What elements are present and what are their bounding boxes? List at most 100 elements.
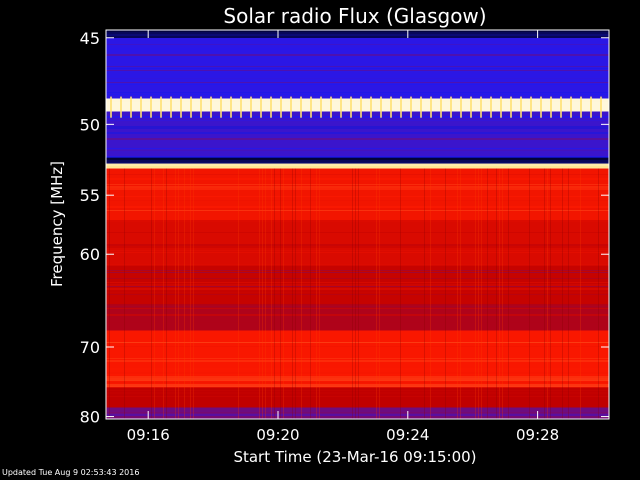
- spectrogram-striation: [478, 168, 479, 419]
- spectrogram-streak: [106, 250, 609, 251]
- spectrogram-striation: [508, 168, 509, 419]
- interference-tick: [600, 96, 602, 118]
- spectrogram-striation: [376, 168, 377, 419]
- interference-tick: [190, 96, 192, 118]
- spectrogram-streak: [106, 158, 609, 160]
- interference-tick: [560, 96, 562, 118]
- spectrogram-streak: [106, 138, 609, 140]
- y-tick-label: 45: [80, 29, 100, 48]
- interference-tick: [400, 96, 402, 118]
- interference-tick: [250, 96, 252, 118]
- interference-tick: [350, 96, 352, 118]
- spectrogram-streak: [106, 156, 609, 158]
- spectrogram-striation: [460, 168, 461, 419]
- spectrogram-streak: [106, 372, 609, 374]
- spectrogram-streak: [106, 200, 609, 201]
- spectrogram-streak: [106, 232, 609, 233]
- spectrogram-striation: [400, 168, 401, 419]
- spectrogram-streak: [106, 44, 609, 45]
- spectrogram-striation: [310, 168, 311, 419]
- y-axis: 45 50 55 60 70 80: [80, 29, 609, 427]
- spectrogram-striation: [529, 168, 530, 419]
- spectrogram-streak: [106, 288, 609, 290]
- spectrogram-striation: [154, 168, 155, 419]
- spectrogram-streak: [106, 252, 609, 253]
- spectrogram-striation: [424, 168, 425, 419]
- spectrogram-streak: [106, 174, 609, 175]
- spectrogram-streak: [106, 264, 609, 266]
- spectrogram-streak: [106, 360, 609, 362]
- spectrogram-streak: [106, 66, 609, 67]
- spectrogram-striation: [193, 168, 194, 419]
- x-tick-label: 09:16: [127, 426, 170, 444]
- spectrogram-streak: [106, 284, 609, 286]
- spectrogram-streak: [106, 100, 609, 102]
- interference-tick: [330, 96, 332, 118]
- spectrogram-streak: [106, 414, 609, 416]
- spectrogram-streaks: [106, 30, 609, 419]
- x-axis-label: Start Time (23-Mar-16 09:15:00): [233, 448, 476, 466]
- interference-tick: [130, 96, 132, 118]
- spectrogram-striation: [151, 168, 152, 419]
- spectrogram-striation: [358, 168, 359, 419]
- spectrogram-striation: [580, 168, 581, 419]
- spectrogram-streak: [106, 304, 609, 305]
- interference-tick: [360, 96, 362, 118]
- spectrogram-streak: [106, 286, 609, 287]
- spectrogram-streak: [106, 378, 609, 380]
- spectrogram-striation: [283, 168, 284, 419]
- interference-tick: [320, 96, 322, 118]
- spectrogram-striation: [109, 168, 110, 419]
- spectrogram-streak: [106, 294, 609, 295]
- spectrogram-streak: [106, 54, 609, 56]
- x-axis: 09:16 09:20 09:24 09:28: [127, 30, 559, 444]
- spectrogram-streak: [106, 358, 609, 359]
- spectrogram-striation: [280, 168, 281, 419]
- spectrogram-striation: [544, 168, 545, 419]
- interference-tick: [430, 96, 432, 118]
- spectrogram-streak: [106, 120, 609, 121]
- spectrogram-streak: [106, 412, 609, 413]
- interference-tick: [580, 96, 582, 118]
- spectrogram-striation: [547, 168, 548, 419]
- spectrogram-streak: [106, 272, 609, 273]
- spectrogram-striation: [496, 168, 497, 419]
- spectrogram-streak: [106, 84, 609, 85]
- spectrogram-striation: [352, 168, 353, 419]
- spectrogram-striation: [166, 168, 167, 419]
- spectrogram-striation: [124, 168, 125, 419]
- spectrogram-streak: [106, 92, 609, 93]
- spectrogram-streak: [106, 270, 609, 271]
- spectrogram-striation: [481, 168, 482, 419]
- interference-tick: [210, 96, 212, 118]
- x-tick-label: 09:28: [516, 426, 559, 444]
- interference-tick: [150, 96, 152, 118]
- x-tick-label: 09:20: [256, 426, 299, 444]
- interference-tick: [170, 96, 172, 118]
- spectrogram-streak: [106, 152, 609, 154]
- spectrogram-streak: [106, 392, 609, 394]
- spectrogram-streak: [106, 380, 609, 381]
- spectrogram-plot-area: [105, 29, 610, 420]
- spectrogram-streak: [106, 116, 609, 118]
- interference-tick: [530, 96, 532, 118]
- interference-tick: [260, 96, 262, 118]
- spectrogram-streak: [106, 308, 609, 309]
- spectrogram-streak: [106, 70, 609, 71]
- spectrogram-streak: [106, 188, 609, 190]
- spectrogram-streak: [106, 292, 609, 293]
- interference-tick: [180, 96, 182, 118]
- interference-tick: [140, 96, 142, 118]
- spectrogram-streak: [106, 82, 609, 83]
- interference-tick: [110, 96, 112, 118]
- interference-tick: [520, 96, 522, 118]
- spectrogram-streak: [106, 132, 609, 134]
- spectrogram-streak: [106, 186, 609, 188]
- spectrogram-streak: [106, 68, 609, 69]
- spectrogram-striation: [259, 168, 260, 419]
- spectrogram-striation: [445, 168, 446, 419]
- interference-tick: [340, 96, 342, 118]
- spectrogram-striation: [430, 168, 431, 419]
- spectrogram-streak: [106, 94, 609, 95]
- interference-tick: [420, 96, 422, 118]
